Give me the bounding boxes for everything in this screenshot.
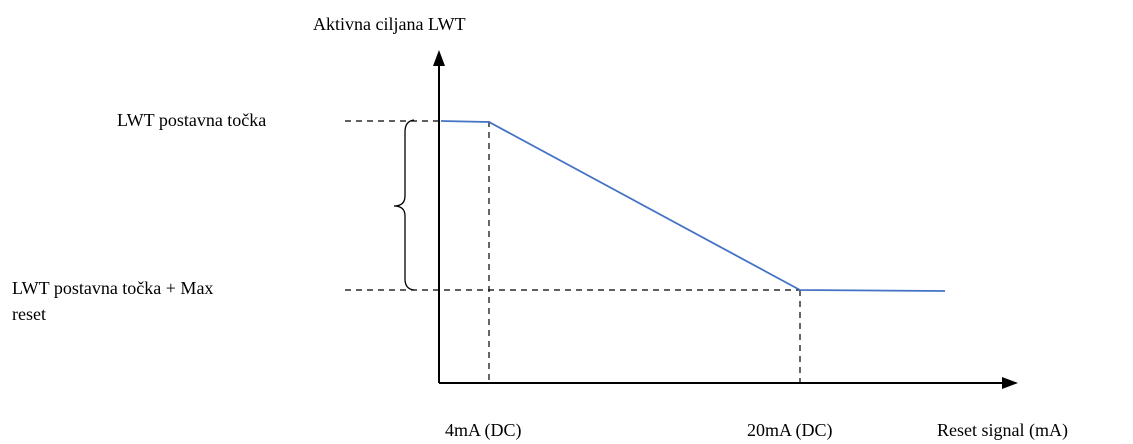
x-tick-4ma: 4mA (DC) [445,420,522,440]
y-label-setpoint: LWT postavna točka [117,110,267,130]
x-axis-title: Reset signal (mA) [937,420,1068,440]
x-axis-arrow [1002,377,1018,389]
reset-curve [440,120,946,292]
x-tick-20ma: 20mA (DC) [747,420,833,440]
max-reset-brace [393,119,415,291]
y-axis-title: Aktivna ciljana LWT [313,14,466,34]
y-axis-arrow [433,50,445,66]
y-label-setpoint-max-reset-line1: LWT postavna točka + Max [12,278,214,298]
y-label-setpoint-max-reset-line2: reset [12,304,46,324]
